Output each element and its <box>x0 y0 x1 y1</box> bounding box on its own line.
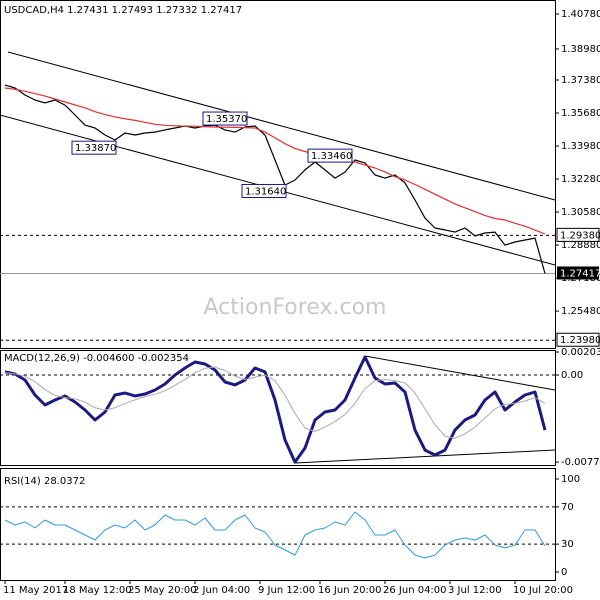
annotation-label: 1.31640 <box>245 186 286 197</box>
last-price-label: 1.27417 <box>560 268 600 279</box>
y-tick-label: 100 <box>561 474 580 485</box>
annotation-label: 1.33870 <box>75 143 116 154</box>
rsi-panel <box>0 468 556 581</box>
annotation-box <box>71 140 117 155</box>
x-tick-label: 9 Jun 12:00 <box>258 585 315 596</box>
level-label: 1.23980 <box>560 335 600 346</box>
y-tick-label: 0 <box>561 567 567 578</box>
channel-upper <box>7 51 556 201</box>
x-tick-label: 3 Jul 12:00 <box>448 585 502 596</box>
annotation-box <box>307 148 353 163</box>
x-tick-label: 11 May 2017 <box>3 585 68 596</box>
x-tick-label: 26 Jun 04:00 <box>383 585 447 596</box>
x-tick-label: 16 Jun 20:00 <box>318 585 382 596</box>
x-tick-label: 2 Jun 04:00 <box>193 585 250 596</box>
y-tick-label: 70 <box>561 502 574 513</box>
price-title: USDCAD,H4 1.27431 1.27493 1.27332 1.2741… <box>4 5 242 16</box>
x-tick-label: 18 May 12:00 <box>63 585 132 596</box>
series-line <box>4 355 547 464</box>
y-tick-label: 1.37380 <box>561 75 600 86</box>
y-tick-label: 1.40780 <box>561 9 600 20</box>
macd-title: MACD(12,26,9) -0.004600 -0.002354 <box>4 353 189 364</box>
series-line <box>4 87 546 235</box>
macd-trendline-upper <box>364 355 556 391</box>
series-line <box>4 366 546 439</box>
macd-trendline-lower <box>294 449 556 464</box>
rsi-title: RSI(14) 28.0372 <box>4 476 85 487</box>
series-line <box>4 84 546 274</box>
watermark: ActionForex.com <box>204 295 387 320</box>
y-tick-label: 1.25480 <box>561 306 600 317</box>
y-tick-label: 1.30580 <box>561 207 600 218</box>
price-panel <box>0 0 556 349</box>
level-box <box>556 332 600 347</box>
y-tick-label: 1.35680 <box>561 108 600 119</box>
annotation-label: 1.33460 <box>311 151 352 162</box>
annotation-box <box>241 183 287 198</box>
y-tick-label: 1.33980 <box>561 141 600 152</box>
x-tick-label: 25 May 20:00 <box>128 585 197 596</box>
level-label: 1.29380 <box>560 230 600 241</box>
series-line <box>4 511 546 559</box>
y-tick-label: 1.32280 <box>561 174 600 185</box>
y-tick-label: 1.38980 <box>561 44 600 55</box>
x-tick-label: 10 Jul 20:00 <box>513 585 573 596</box>
last-price-box <box>557 266 599 280</box>
macd-panel <box>0 350 556 466</box>
y-tick-label: 0.00 <box>561 370 583 381</box>
level-box <box>556 227 600 242</box>
annotation-label: 1.35370 <box>206 114 247 125</box>
y-tick-label: 30 <box>561 539 574 550</box>
y-tick-label: 1.28880 <box>561 240 600 251</box>
y-tick-label: -0.0077 <box>561 457 600 468</box>
annotation-box <box>202 111 248 126</box>
y-tick-label: 0.00203 <box>561 347 600 358</box>
